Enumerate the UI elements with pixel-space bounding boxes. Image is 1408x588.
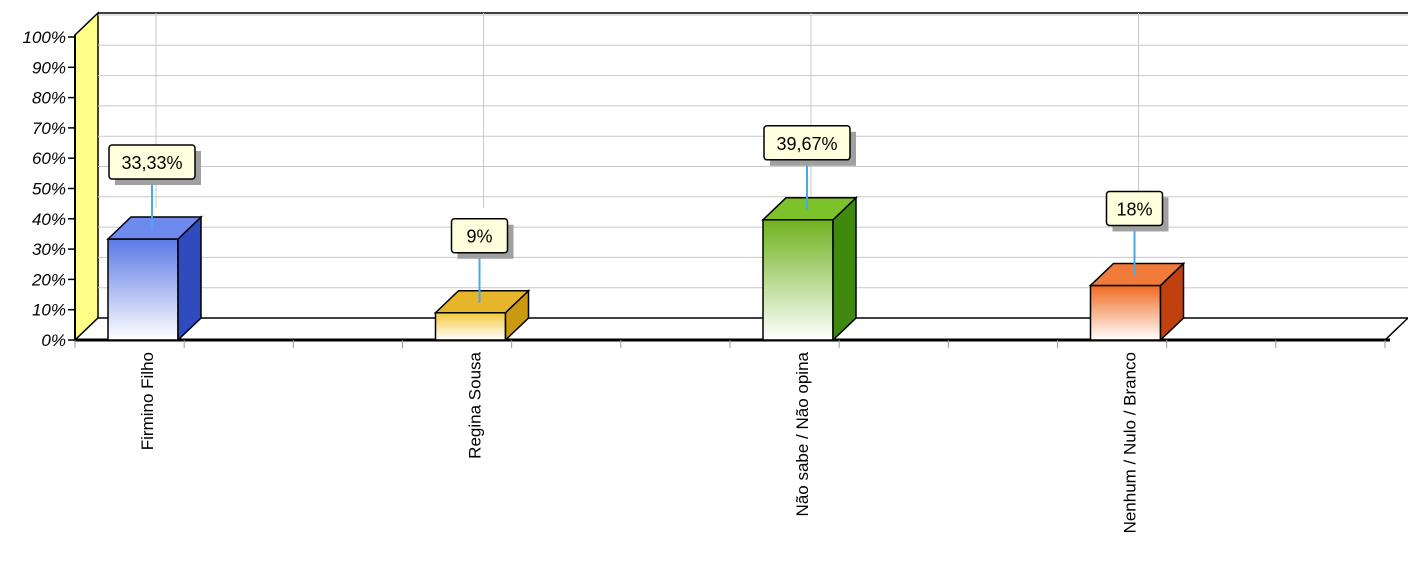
- grid-layer: [73, 11, 1408, 342]
- bar-front: [434, 311, 507, 341]
- left-wall: [74, 11, 99, 342]
- category-label: Não sabe / Não opina: [793, 351, 812, 516]
- bar-front: [107, 238, 179, 341]
- bar-top: [1088, 262, 1186, 287]
- data-label-box: [108, 144, 196, 180]
- bar-2: [433, 288, 531, 342]
- y-tick-label: 90%: [32, 58, 66, 77]
- data-label: 18%: [1116, 199, 1152, 219]
- bar-top: [106, 216, 203, 240]
- y-tick-label: 10%: [32, 301, 66, 320]
- category-label: Nenhum / Nulo / Branco: [1121, 352, 1140, 533]
- y-tick-label: 0%: [41, 331, 66, 350]
- floor: [73, 317, 1408, 341]
- bar-4: [1088, 261, 1186, 342]
- data-label-box: [763, 125, 851, 161]
- bar-front: [1089, 284, 1162, 341]
- bar-top: [433, 289, 531, 314]
- data-label: 9%: [466, 227, 492, 247]
- category-label: Regina Sousa: [466, 351, 485, 458]
- category-label: Firmino Filho: [138, 352, 157, 450]
- axes-layer: 0% 10% 20% 30% 40% 50% 60% 70% 80% 90% 100%: [23, 28, 1390, 350]
- data-label-box: [1105, 190, 1164, 227]
- y-tick-label: 40%: [32, 210, 66, 229]
- y-tick-label: 60%: [32, 149, 66, 168]
- bar-side: [832, 196, 857, 342]
- data-label-box: [450, 217, 509, 254]
- y-tick-label: 50%: [32, 180, 66, 199]
- labels-layer: 33,33% Firmino Filho 9% Regina Sousa 39,67% N…: [108, 125, 1169, 533]
- y-tick-label: 70%: [32, 119, 66, 138]
- y-tick-label: 100%: [23, 28, 66, 47]
- bars-layer: [106, 196, 1186, 342]
- bar-front: [762, 219, 834, 341]
- y-tick-label: 20%: [31, 270, 66, 289]
- y-tick-label: 80%: [32, 89, 66, 108]
- y-tick-label: 30%: [32, 240, 66, 259]
- bar-1: [106, 215, 203, 342]
- data-label: 33,33%: [121, 153, 182, 173]
- bar-top: [761, 197, 858, 221]
- bar-3: [761, 196, 858, 342]
- data-label: 39,67%: [776, 134, 837, 154]
